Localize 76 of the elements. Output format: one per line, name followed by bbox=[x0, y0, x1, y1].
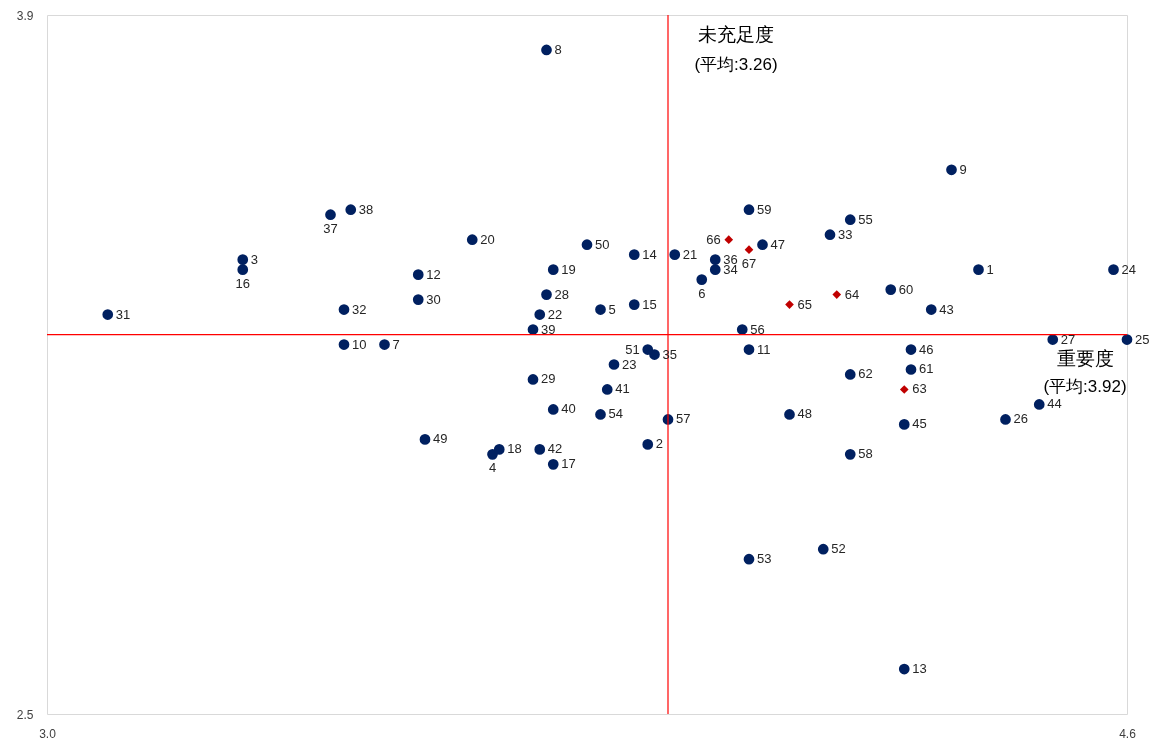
x-tick-label: 4.6 bbox=[1119, 726, 1137, 741]
annotation: 62 bbox=[858, 366, 873, 382]
x-tick-label: 3.0 bbox=[39, 726, 57, 741]
annotation: 22 bbox=[547, 306, 563, 322]
point bbox=[724, 235, 734, 245]
annotation: 7 bbox=[392, 336, 400, 352]
y-tick-label: 3.9 bbox=[16, 8, 34, 23]
annotation: 21 bbox=[682, 246, 698, 262]
annotation: 29 bbox=[541, 371, 556, 387]
point bbox=[899, 385, 909, 394]
annotation: 9 bbox=[959, 161, 967, 177]
annotation: 26 bbox=[1013, 411, 1028, 427]
annotation: 30 bbox=[426, 291, 441, 307]
annotation: 13 bbox=[912, 661, 927, 677]
annotation: 52 bbox=[831, 541, 846, 557]
annotation: 57 bbox=[676, 411, 691, 427]
annotation: 3 bbox=[250, 251, 258, 267]
annotation: 12 bbox=[426, 266, 441, 282]
annotation: 45 bbox=[912, 416, 927, 432]
x-axis-title: 重要度 bbox=[1056, 347, 1114, 369]
annotation: 50 bbox=[595, 236, 610, 252]
y-axis-title: 未充足度 bbox=[698, 24, 774, 45]
annotation: 39 bbox=[541, 321, 556, 337]
annotation: 4 bbox=[488, 460, 497, 476]
annotation: 6 bbox=[698, 285, 706, 301]
annotation: 27 bbox=[1060, 331, 1076, 347]
annotation: 18 bbox=[507, 441, 522, 457]
annotation: 5 bbox=[608, 301, 616, 317]
annotation: 28 bbox=[554, 286, 569, 302]
annotation: 44 bbox=[1047, 396, 1062, 412]
annotation: 58 bbox=[858, 446, 873, 462]
annotation: 24 bbox=[1121, 261, 1136, 277]
annotation: 20 bbox=[480, 231, 495, 247]
annotation: 10 bbox=[352, 336, 367, 352]
annotation: 1 bbox=[986, 261, 994, 277]
annotation: 19 bbox=[561, 261, 576, 277]
annotation: 23 bbox=[622, 356, 637, 372]
annotation: 15 bbox=[642, 296, 657, 312]
annotation: 40 bbox=[561, 401, 576, 417]
annotation: 17 bbox=[561, 456, 576, 472]
annotation: 64 bbox=[844, 286, 860, 302]
annotation: 48 bbox=[797, 406, 812, 422]
annotation: 11 bbox=[757, 341, 771, 357]
annotation: 56 bbox=[750, 321, 765, 337]
annotation: 2 bbox=[655, 436, 663, 452]
annotation: 60 bbox=[898, 281, 914, 297]
annotation: 54 bbox=[608, 406, 623, 422]
y-tick-label: 2.5 bbox=[16, 707, 34, 722]
point bbox=[785, 300, 794, 309]
annotation: 47 bbox=[770, 236, 785, 252]
annotation: 49 bbox=[433, 431, 448, 447]
point bbox=[832, 290, 842, 299]
annotation: 32 bbox=[352, 301, 367, 317]
annotation: 59 bbox=[757, 201, 772, 217]
annotation: 46 bbox=[919, 341, 934, 357]
annotation: 16 bbox=[235, 275, 250, 291]
annotation: 55 bbox=[858, 211, 873, 227]
annotation: 43 bbox=[939, 301, 954, 317]
annotation: 51 bbox=[625, 341, 640, 357]
annotation: 66 bbox=[706, 231, 721, 247]
annotation: 38 bbox=[358, 201, 374, 217]
annotation: 33 bbox=[838, 226, 853, 242]
annotation: 41 bbox=[615, 381, 630, 397]
annotation: 61 bbox=[919, 361, 934, 377]
annotation: 31 bbox=[115, 306, 131, 322]
annotation: (平均:3.92) bbox=[1043, 376, 1127, 396]
annotation: 65 bbox=[797, 296, 812, 312]
annotation: 53 bbox=[757, 551, 772, 567]
annotation: 63 bbox=[912, 381, 927, 397]
annotation: 67 bbox=[741, 255, 757, 271]
annotation: 14 bbox=[642, 246, 657, 262]
annotation: 42 bbox=[547, 441, 563, 457]
annotation: (平均:3.26) bbox=[694, 55, 778, 74]
annotation: 37 bbox=[323, 220, 338, 236]
annotation: 8 bbox=[554, 41, 562, 57]
annotation: 25 bbox=[1135, 331, 1150, 347]
